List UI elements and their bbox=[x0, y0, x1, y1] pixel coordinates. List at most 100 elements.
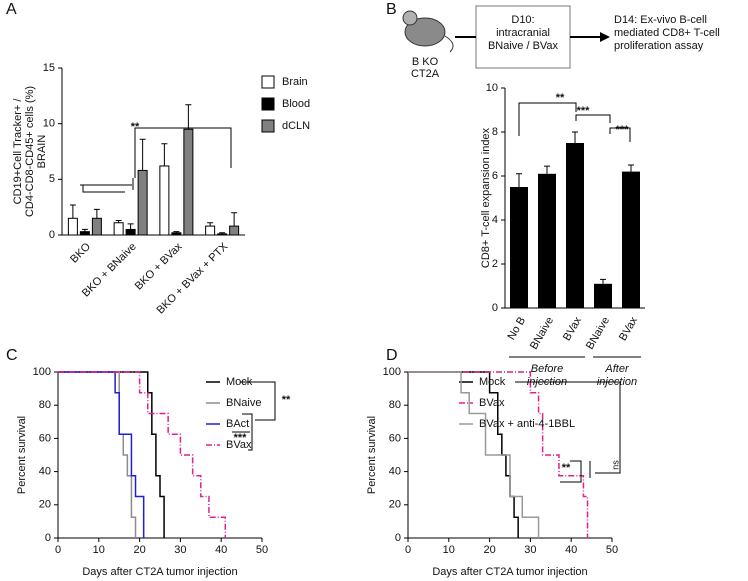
bar bbox=[217, 233, 228, 236]
y-tick-label: 0 bbox=[49, 229, 55, 241]
mouse-label: B KO bbox=[412, 56, 439, 68]
legend-label: BAct bbox=[226, 418, 249, 430]
significance-label: ** bbox=[556, 92, 565, 104]
bar bbox=[171, 232, 182, 236]
error-bar bbox=[93, 208, 100, 219]
error-bar bbox=[127, 223, 134, 230]
legend-label: Blood bbox=[282, 98, 310, 110]
significance-label: *** bbox=[234, 432, 248, 444]
bar bbox=[91, 217, 102, 236]
error-bar bbox=[185, 104, 192, 130]
bar bbox=[159, 165, 170, 236]
x-tick-label: 20 bbox=[483, 544, 495, 556]
bar bbox=[183, 128, 194, 236]
legend-label: BVax + anti-4-1BBL bbox=[479, 418, 575, 430]
panel-label: C bbox=[6, 347, 18, 364]
y-axis-label: BRAIN bbox=[36, 135, 48, 169]
x-tick-label: BVax bbox=[617, 315, 640, 343]
x-tick-label: 10 bbox=[93, 544, 105, 556]
x-tick-label: 50 bbox=[256, 544, 268, 556]
y-tick-label: 20 bbox=[389, 499, 401, 511]
legend-swatch bbox=[261, 119, 275, 133]
y-tick-label: 15 bbox=[43, 62, 55, 74]
x-axis-label: Days after CT2A tumor injection bbox=[82, 566, 237, 578]
y-tick-label: 60 bbox=[39, 432, 51, 444]
bar bbox=[67, 217, 78, 236]
x-tick-label: 50 bbox=[606, 544, 618, 556]
step-box bbox=[475, 5, 571, 69]
bar bbox=[229, 225, 240, 236]
bar bbox=[137, 169, 148, 236]
bar bbox=[113, 222, 124, 236]
legend-swatch bbox=[261, 97, 275, 111]
y-tick-label: 80 bbox=[39, 399, 51, 411]
y-tick-label: 0 bbox=[395, 532, 401, 544]
legend-label: BVax bbox=[479, 397, 505, 409]
y-tick-label: 0 bbox=[492, 302, 498, 314]
x-tick-label: BKO bbox=[68, 240, 93, 265]
bar bbox=[538, 173, 556, 308]
bar bbox=[79, 231, 90, 236]
error-bar bbox=[231, 212, 238, 227]
bar bbox=[125, 228, 136, 236]
bar bbox=[205, 225, 216, 236]
x-axis-label: Days after CT2A tumor injection bbox=[432, 566, 587, 578]
error-bar bbox=[572, 131, 578, 143]
y-tick-label: 10 bbox=[486, 82, 498, 94]
bracket bbox=[80, 127, 232, 193]
bar bbox=[622, 171, 640, 308]
y-axis-label: Percent survival bbox=[16, 416, 28, 494]
error-bar bbox=[516, 173, 522, 187]
error-bar bbox=[139, 138, 146, 171]
significance-label: *** bbox=[616, 124, 630, 136]
y-tick-label: 100 bbox=[383, 366, 401, 378]
panel-label: B bbox=[386, 1, 397, 18]
x-tick-label: 30 bbox=[174, 544, 186, 556]
y-tick-label: 20 bbox=[39, 499, 51, 511]
bar bbox=[510, 187, 528, 308]
bar bbox=[594, 283, 612, 308]
y-axis-label: Percent survival bbox=[366, 416, 378, 494]
x-tick-label: No B bbox=[505, 315, 528, 342]
error-bar bbox=[207, 222, 214, 227]
mouse-label: CT2A bbox=[411, 68, 440, 80]
y-tick-label: 4 bbox=[492, 214, 498, 226]
survival-curve bbox=[58, 371, 227, 538]
legend-label: BVax bbox=[226, 439, 252, 451]
y-tick-label: 6 bbox=[492, 170, 498, 182]
survival-curve bbox=[408, 371, 589, 538]
y-tick-label: 40 bbox=[389, 466, 401, 478]
step-label: intracranial bbox=[496, 27, 550, 39]
x-tick-label: 40 bbox=[215, 544, 227, 556]
x-tick-label: 10 bbox=[443, 544, 455, 556]
y-tick-label: 5 bbox=[49, 173, 55, 185]
error-bar bbox=[544, 165, 550, 174]
step-label: proliferation assay bbox=[614, 40, 704, 52]
arrow-head bbox=[600, 32, 610, 42]
error-bar bbox=[628, 164, 634, 172]
legend-label: Mock bbox=[226, 376, 253, 388]
step-label: BNaive / BVax bbox=[488, 40, 559, 52]
significance-label: ** bbox=[131, 121, 140, 133]
x-tick-label: 40 bbox=[565, 544, 577, 556]
x-tick-label: 0 bbox=[405, 544, 411, 556]
error-bar bbox=[69, 204, 76, 219]
panel-label: A bbox=[6, 1, 17, 18]
bar bbox=[566, 143, 584, 308]
significance-label: ** bbox=[282, 394, 291, 406]
group-label: After bbox=[604, 363, 630, 375]
y-tick-label: 0 bbox=[45, 532, 51, 544]
step-label: D14: Ex-vivo B-cell bbox=[614, 14, 707, 26]
x-tick-label: BNaive bbox=[528, 315, 556, 352]
survival-curve bbox=[408, 371, 540, 538]
survival-curve bbox=[58, 371, 145, 538]
x-tick-label: BNaive bbox=[584, 315, 612, 352]
y-tick-label: 60 bbox=[389, 432, 401, 444]
y-axis-label: CD8+ T-cell expansion index bbox=[480, 127, 492, 268]
survival-curve bbox=[58, 371, 165, 538]
y-axis-label: CD4-CD8-CD45+ cells (%) bbox=[24, 86, 36, 217]
y-tick-label: 80 bbox=[389, 399, 401, 411]
y-tick-label: 10 bbox=[43, 118, 55, 130]
y-tick-label: 40 bbox=[39, 466, 51, 478]
